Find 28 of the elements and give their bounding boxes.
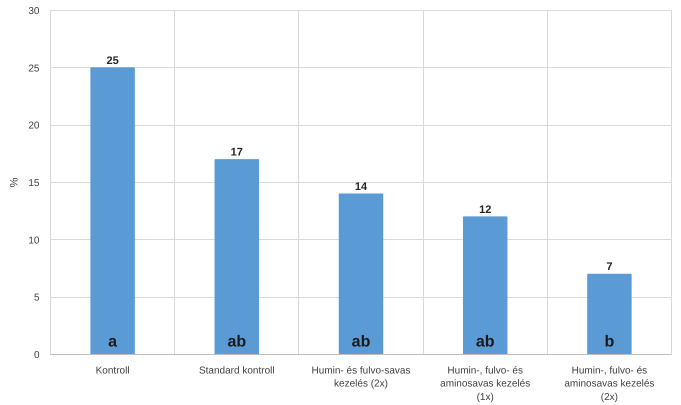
bar (462, 216, 508, 354)
y-tick-label: 10 (28, 235, 40, 246)
x-tick-label: Kontroll (96, 366, 130, 376)
data-label: 7 (606, 261, 612, 274)
bar (587, 274, 632, 354)
annotation: ab (476, 334, 495, 350)
data-label: 25 (106, 54, 119, 67)
annotation: ab (352, 334, 371, 350)
data-label: 14 (354, 180, 368, 193)
y-tick-label: 25 (28, 63, 40, 74)
y-tick-label: 15 (28, 178, 40, 189)
y-axis-title: % (8, 177, 20, 188)
x-tick-label: Standard kontroll (199, 366, 275, 376)
x-tick-label: Humin-, fulvo- és aminosavas kezelés (2x) (564, 366, 654, 403)
annotation: b (604, 334, 615, 350)
bar (338, 193, 384, 354)
y-tick-label: 0 (34, 350, 40, 361)
data-label: 17 (230, 146, 243, 159)
bar (214, 159, 260, 354)
annotation: ab (227, 334, 246, 350)
y-tick-label: 5 (34, 292, 40, 304)
data-label: 12 (479, 204, 492, 216)
y-tick-label: 30 (28, 6, 40, 17)
x-tick-label: Humin- és fulvo-savas kezelés (2x) (312, 366, 410, 390)
y-tick-label: 20 (28, 120, 40, 132)
x-tick-label: Humin-, fulvo- és aminosavas kezelés (1x) (440, 366, 530, 403)
bar (90, 67, 135, 354)
annotation: a (108, 334, 118, 350)
